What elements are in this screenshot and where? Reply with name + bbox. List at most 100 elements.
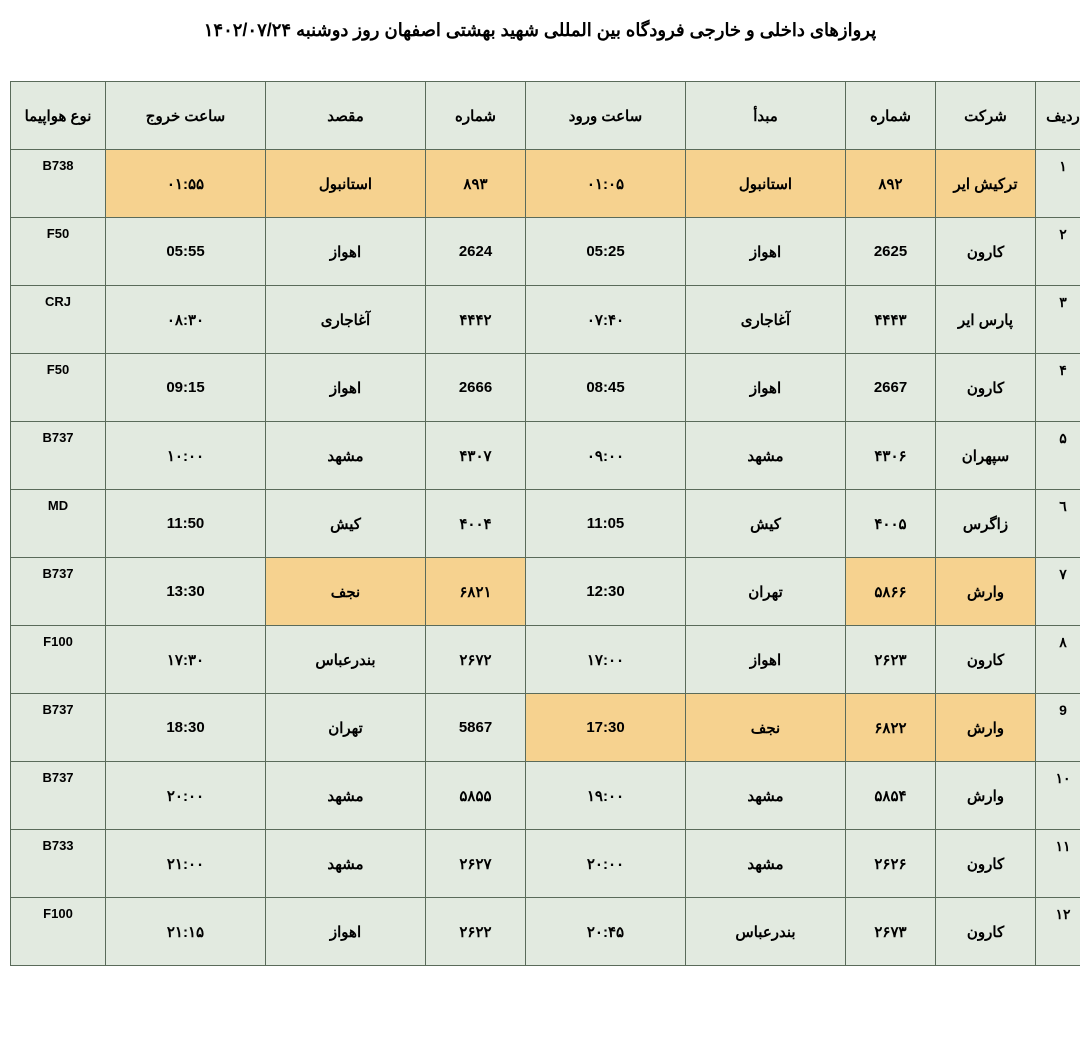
page: پروازهای داخلی و خارجی فرودگاه بین الملل… (0, 0, 1080, 986)
cell-dep-time: 18:30 (106, 694, 266, 762)
cell-dep-time: 13:30 (106, 558, 266, 626)
cell-arr-num: ۲۶۷۳ (846, 898, 936, 966)
cell-aircraft: B737 (11, 558, 106, 626)
cell-rownum: ۳ (1036, 286, 1080, 354)
page-title: پروازهای داخلی و خارجی فرودگاه بین الملل… (10, 20, 1070, 41)
cell-dest: استانبول (266, 150, 426, 218)
cell-aircraft: B738 (11, 150, 106, 218)
cell-dep-num: ۲۶۲۷ (426, 830, 526, 898)
cell-rownum: ۴ (1036, 354, 1080, 422)
cell-dep-time: ۲۰:۰۰ (106, 762, 266, 830)
cell-arr-num: ۵۸۶۶ (846, 558, 936, 626)
cell-arr-time: 12:30 (526, 558, 686, 626)
cell-dest: اهواز (266, 218, 426, 286)
col-arr-time: ساعت ورود (526, 82, 686, 150)
col-row: ردیف (1036, 82, 1080, 150)
cell-dep-num: ۸۹۳ (426, 150, 526, 218)
cell-aircraft: MD (11, 490, 106, 558)
table-body: B738۰۱:۵۵استانبول۸۹۳۰۱:۰۵استانبول۸۹۲ترکی… (11, 150, 1080, 966)
cell-origin: مشهد (686, 762, 846, 830)
cell-arr-time: ۰۷:۴۰ (526, 286, 686, 354)
cell-dest: مشهد (266, 762, 426, 830)
cell-dest: نجف (266, 558, 426, 626)
cell-dest: اهواز (266, 898, 426, 966)
cell-arr-num: 2667 (846, 354, 936, 422)
table-row: B737۲۰:۰۰مشهد۵۸۵۵۱۹:۰۰مشهد۵۸۵۴وارش۱۰ (11, 762, 1080, 830)
cell-origin: مشهد (686, 422, 846, 490)
cell-dest: اهواز (266, 354, 426, 422)
cell-aircraft: B733 (11, 830, 106, 898)
cell-arr-time: 08:45 (526, 354, 686, 422)
cell-arr-num: ۵۸۵۴ (846, 762, 936, 830)
cell-rownum: ۱۱ (1036, 830, 1080, 898)
cell-airline: زاگرس (936, 490, 1036, 558)
cell-aircraft: CRJ (11, 286, 106, 354)
col-dest: مقصد (266, 82, 426, 150)
cell-dep-num: ۴۳۰۷ (426, 422, 526, 490)
cell-dep-num: ۲۶۷۲ (426, 626, 526, 694)
cell-dest: بندرعباس (266, 626, 426, 694)
cell-dep-num: 5867 (426, 694, 526, 762)
cell-dest: کیش (266, 490, 426, 558)
cell-origin: استانبول (686, 150, 846, 218)
cell-airline: وارش (936, 694, 1036, 762)
cell-aircraft: F50 (11, 218, 106, 286)
col-origin: مبدأ (686, 82, 846, 150)
cell-dep-time: ۰۱:۵۵ (106, 150, 266, 218)
cell-dest: مشهد (266, 830, 426, 898)
cell-arr-time: ۲۰:۰۰ (526, 830, 686, 898)
cell-aircraft: B737 (11, 694, 106, 762)
cell-airline: پارس ایر (936, 286, 1036, 354)
cell-arr-num: ۶۸۲۲ (846, 694, 936, 762)
cell-arr-num: ۴۴۴۳ (846, 286, 936, 354)
cell-origin: اهواز (686, 218, 846, 286)
cell-rownum: ۱ (1036, 150, 1080, 218)
cell-dep-num: 2666 (426, 354, 526, 422)
cell-airline: کارون (936, 898, 1036, 966)
table-row: F100۲۱:۱۵اهواز۲۶۲۲۲۰:۴۵بندرعباس۲۶۷۳کارون… (11, 898, 1080, 966)
cell-dep-time: ۱۰:۰۰ (106, 422, 266, 490)
cell-origin: بندرعباس (686, 898, 846, 966)
cell-dep-time: 09:15 (106, 354, 266, 422)
cell-airline: کارون (936, 626, 1036, 694)
cell-airline: کارون (936, 354, 1036, 422)
cell-arr-num: ۲۶۲۶ (846, 830, 936, 898)
cell-arr-num: ۸۹۲ (846, 150, 936, 218)
cell-dep-time: ۱۷:۳۰ (106, 626, 266, 694)
cell-rownum: ۵ (1036, 422, 1080, 490)
cell-dest: مشهد (266, 422, 426, 490)
cell-dep-time: 05:55 (106, 218, 266, 286)
table-header-row: نوع هواپیما ساعت خروج مقصد شماره ساعت ور… (11, 82, 1080, 150)
cell-dep-num: 2624 (426, 218, 526, 286)
cell-origin: مشهد (686, 830, 846, 898)
table-row: B73713:30نجف۶۸۲۱12:30تهران۵۸۶۶وارش۷ (11, 558, 1080, 626)
cell-arr-time: 17:30 (526, 694, 686, 762)
cell-airline: سپهران (936, 422, 1036, 490)
cell-rownum: ۲ (1036, 218, 1080, 286)
table-row: B73718:30تهران586717:30نجف۶۸۲۲وارش9 (11, 694, 1080, 762)
cell-aircraft: F50 (11, 354, 106, 422)
cell-origin: آغاجاری (686, 286, 846, 354)
col-dep-time: ساعت خروج (106, 82, 266, 150)
cell-arr-time: 05:25 (526, 218, 686, 286)
cell-rownum: ۱۰ (1036, 762, 1080, 830)
cell-airline: کارون (936, 830, 1036, 898)
cell-airline: ترکیش ایر (936, 150, 1036, 218)
cell-arr-time: ۰۱:۰۵ (526, 150, 686, 218)
cell-dep-time: ۲۱:۱۵ (106, 898, 266, 966)
cell-rownum: ۷ (1036, 558, 1080, 626)
cell-arr-time: ۰۹:۰۰ (526, 422, 686, 490)
cell-dep-time: ۲۱:۰۰ (106, 830, 266, 898)
cell-airline: وارش (936, 762, 1036, 830)
cell-arr-time: 11:05 (526, 490, 686, 558)
cell-rownum: ۱۲ (1036, 898, 1080, 966)
cell-dep-num: ۵۸۵۵ (426, 762, 526, 830)
col-airline: شرکت (936, 82, 1036, 150)
cell-aircraft: B737 (11, 762, 106, 830)
cell-dep-num: ۲۶۲۲ (426, 898, 526, 966)
cell-arr-time: ۲۰:۴۵ (526, 898, 686, 966)
cell-rownum: ۸ (1036, 626, 1080, 694)
cell-dep-time: ۰۸:۳۰ (106, 286, 266, 354)
cell-arr-time: ۱۹:۰۰ (526, 762, 686, 830)
table-row: F5009:15اهواز266608:45اهواز2667کارون۴ (11, 354, 1080, 422)
